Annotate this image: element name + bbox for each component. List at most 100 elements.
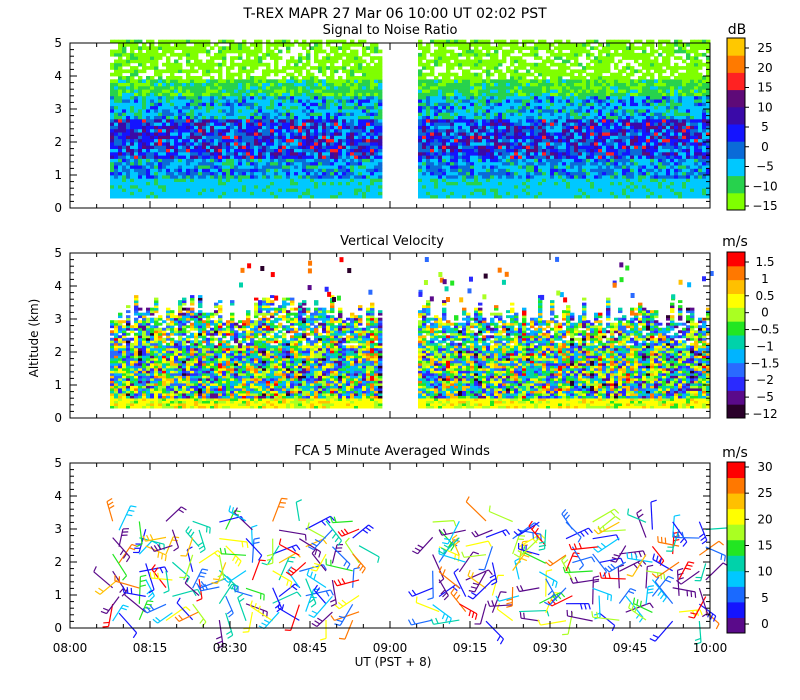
- heatmap-cell: [494, 62, 499, 67]
- heatmap-cell: [362, 102, 367, 107]
- heatmap-cell: [178, 99, 183, 103]
- heatmap-cell: [302, 105, 307, 110]
- heatmap-cell: [426, 118, 431, 123]
- heatmap-cell: [498, 59, 503, 64]
- heatmap-cell: [202, 112, 207, 116]
- heatmap-cell: [554, 181, 559, 186]
- heatmap-cell: [318, 43, 323, 47]
- heatmap-cell: [562, 112, 567, 116]
- heatmap-cell: [154, 109, 159, 113]
- heatmap-cell: [430, 132, 435, 136]
- heatmap-cell: [542, 85, 547, 90]
- heatmap-cell: [494, 89, 499, 93]
- heatmap-cell: [222, 115, 227, 120]
- heatmap-cell: [210, 59, 215, 64]
- heatmap-cell: [138, 79, 143, 83]
- heatmap-cell: [294, 194, 299, 199]
- heatmap-cell: [146, 142, 151, 146]
- heatmap-cell: [338, 115, 343, 120]
- heatmap-cell: [138, 69, 143, 74]
- heatmap-cell: [262, 148, 267, 153]
- heatmap-cell: [222, 62, 227, 67]
- heatmap-cell: [502, 161, 507, 166]
- heatmap-cell: [310, 46, 315, 50]
- heatmap-cell: [534, 49, 539, 54]
- heatmap-cell: [562, 168, 567, 173]
- heatmap-cell: [298, 95, 303, 100]
- heatmap-cell: [218, 171, 223, 176]
- heatmap-cell: [510, 95, 515, 100]
- heatmap-cell: [298, 168, 303, 173]
- heatmap-cell: [562, 52, 567, 57]
- heatmap-cell: [550, 194, 555, 199]
- heatmap-cell: [550, 165, 555, 169]
- heatmap-cell: [566, 115, 571, 120]
- heatmap-cell: [114, 158, 119, 163]
- heatmap-cell: [546, 145, 551, 149]
- heatmap-cell: [462, 151, 467, 156]
- heatmap-cell: [286, 161, 291, 166]
- heatmap-cell: [134, 112, 139, 116]
- heatmap-cell: [138, 52, 143, 57]
- heatmap-cell: [162, 135, 167, 140]
- heatmap-cell: [534, 161, 539, 166]
- heatmap-cell: [514, 158, 519, 163]
- heatmap-cell: [490, 79, 495, 83]
- heatmap-cell: [234, 145, 239, 149]
- heatmap-cell: [222, 39, 227, 44]
- heatmap-cell: [198, 39, 203, 44]
- heatmap-cell: [158, 135, 163, 140]
- heatmap-cell: [330, 158, 335, 163]
- heatmap-cell: [122, 125, 127, 130]
- heatmap-cell: [146, 125, 151, 130]
- heatmap-cell: [314, 145, 319, 149]
- heatmap-cell: [474, 76, 479, 80]
- heatmap-cell: [538, 72, 543, 77]
- heatmap-cell: [594, 118, 599, 123]
- heatmap-cell: [226, 115, 231, 120]
- heatmap-cell: [586, 184, 591, 189]
- heatmap-cell: [194, 148, 199, 153]
- heatmap-cell: [510, 181, 515, 186]
- heatmap-cell: [474, 39, 479, 44]
- heatmap-cell: [314, 148, 319, 153]
- heatmap-cell: [226, 138, 231, 143]
- heatmap-cell: [322, 175, 327, 179]
- heatmap-cell: [210, 102, 215, 107]
- heatmap-cell: [354, 49, 359, 54]
- heatmap-cell: [450, 118, 455, 123]
- heatmap-cell: [342, 158, 347, 163]
- heatmap-cell: [546, 46, 551, 50]
- heatmap-cell: [270, 145, 275, 149]
- heatmap-cell: [546, 194, 551, 199]
- heatmap-cell: [182, 148, 187, 153]
- heatmap-cell: [150, 56, 155, 60]
- heatmap-cell: [550, 118, 555, 123]
- heatmap-cell: [442, 128, 447, 133]
- heatmap-cell: [298, 171, 303, 176]
- heatmap-cell: [454, 105, 459, 110]
- heatmap-cell: [554, 62, 559, 67]
- heatmap-cell: [486, 52, 491, 57]
- heatmap-cell: [230, 59, 235, 64]
- heatmap-cell: [506, 85, 511, 90]
- heatmap-cell: [230, 168, 235, 173]
- heatmap-cell: [362, 188, 367, 192]
- heatmap-cell: [590, 59, 595, 64]
- heatmap-cell: [342, 102, 347, 107]
- heatmap-cell: [458, 191, 463, 196]
- heatmap-cell: [178, 181, 183, 186]
- heatmap-cell: [278, 95, 283, 100]
- heatmap-cell: [118, 92, 123, 97]
- heatmap-cell: [258, 109, 263, 113]
- heatmap-cell: [222, 125, 227, 130]
- heatmap-cell: [190, 66, 195, 70]
- heatmap-cell: [294, 102, 299, 107]
- heatmap-cell: [354, 132, 359, 136]
- heatmap-cell: [190, 92, 195, 97]
- heatmap-cell: [518, 102, 523, 107]
- heatmap-cell: [510, 43, 515, 47]
- heatmap-cell: [110, 102, 115, 107]
- heatmap-cell: [442, 109, 447, 113]
- heatmap-cell: [166, 165, 171, 169]
